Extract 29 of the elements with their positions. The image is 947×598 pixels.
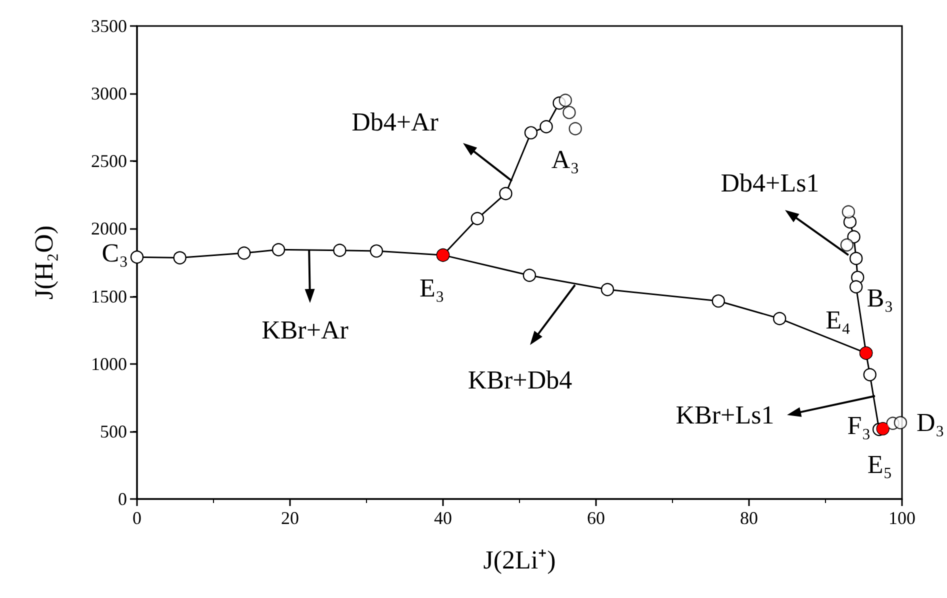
x-tick-label: 0: [132, 508, 142, 528]
x-tick-label: 60: [587, 508, 605, 528]
y-tick-label: 1500: [91, 286, 127, 306]
y-tick-label: 3000: [91, 84, 127, 104]
y-tick-label: 1000: [91, 354, 127, 374]
annotation: E₅: [867, 450, 892, 480]
annotation: A₃: [551, 145, 580, 174]
y-tick-label: 0: [118, 489, 127, 509]
x-tick-label: 80: [740, 508, 758, 528]
annotation: Db4+Ar: [352, 108, 439, 136]
y-tick-label: 500: [100, 421, 127, 442]
annotation: KBr+Db4: [468, 366, 572, 394]
x-tick-label: 20: [281, 508, 299, 528]
y-tick-label: 3500: [91, 16, 127, 36]
y-tick-label: 2000: [91, 218, 127, 239]
y-tick-label: 2500: [91, 151, 127, 172]
x-tick-label: 100: [888, 508, 916, 528]
x-tick-label: 40: [434, 508, 452, 528]
annotation: KBr+Ls1: [676, 400, 774, 430]
x-axis-title: J(2Li⁺): [483, 546, 556, 574]
y-axis-title: J(H₂O): [30, 225, 58, 300]
annotation: B₃: [866, 283, 894, 312]
annotation: E₄: [826, 306, 851, 335]
annotation: E₃: [420, 274, 444, 303]
annotation: C₃: [102, 238, 128, 268]
annotation: KBr+Ar: [262, 316, 349, 344]
annotation: F₃: [847, 410, 871, 440]
annotation: D₃: [916, 408, 944, 438]
annotation: Db4+Ls1: [720, 168, 820, 198]
